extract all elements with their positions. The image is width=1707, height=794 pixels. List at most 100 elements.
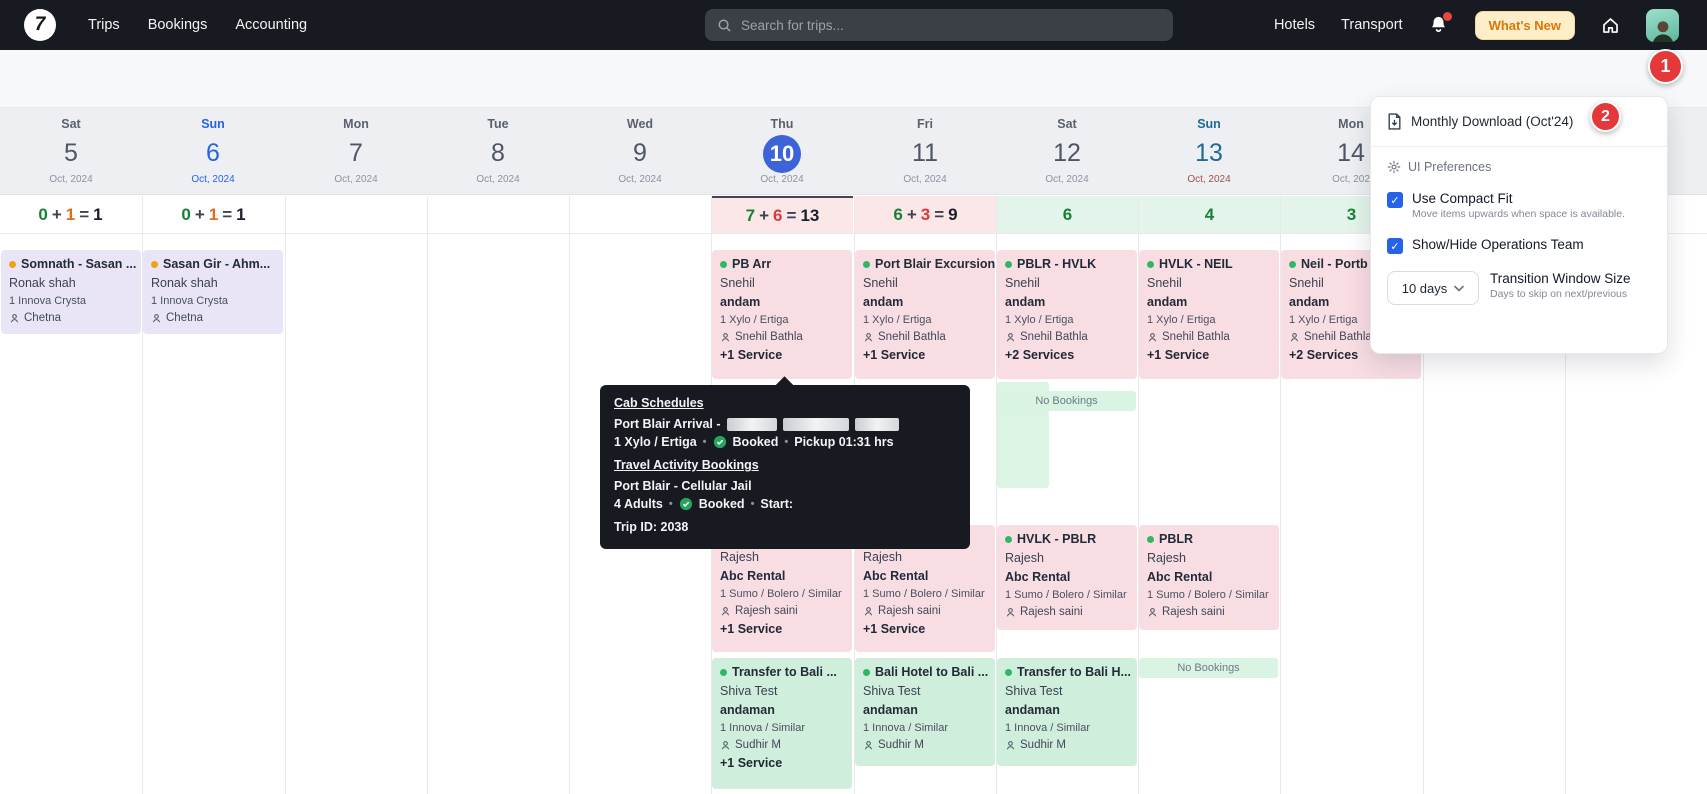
count-sun6: 0 +1 = 1 [181, 204, 246, 224]
operator-name: Snehil Bathla [1020, 331, 1088, 343]
day-header-mon14[interactable]: Mon 14 Oct, 202 [1332, 117, 1370, 185]
person-icon [9, 313, 20, 324]
booking-title: Port Blair Excursion [875, 257, 995, 271]
count-sat5: 0 +1 = 1 [38, 204, 103, 224]
redacted-text [854, 417, 899, 431]
day-header-sat12[interactable]: Sat 12 Oct, 2024 [1045, 117, 1089, 185]
guest-name: Ronak shah [151, 276, 218, 290]
vehicle: 1 Innova Crysta [9, 295, 87, 307]
grid-line [427, 196, 428, 794]
day-header-wed9[interactable]: Wed 9 Oct, 2024 [618, 117, 662, 185]
grid-line [1565, 196, 1566, 794]
nav-hotels[interactable]: Hotels [1273, 17, 1316, 33]
booking-card-thu10-r3[interactable]: Transfer to Bali ... Shiva Test andaman … [712, 658, 852, 789]
day-header-mon7[interactable]: Mon 7 Oct, 2024 [334, 117, 378, 185]
status-dot-green [1005, 260, 1012, 268]
annotation-badge-2: 2 [1590, 101, 1621, 132]
day-header-sat5[interactable]: Sat 5 Oct, 2024 [49, 117, 93, 185]
extra-services[interactable]: +2 Services [1005, 348, 1075, 362]
redacted-text [726, 417, 777, 431]
vehicle: 1 Xylo / Ertiga [1147, 314, 1216, 326]
person-icon [1147, 607, 1158, 618]
trip-name: andam [1147, 295, 1188, 309]
person-icon [1005, 740, 1016, 751]
vehicle: 1 Xylo / Ertiga [1289, 314, 1358, 326]
booking-card-sun13-r2[interactable]: PBLR Rajesh Abc Rental 1 Sumo / Bolero /… [1139, 525, 1279, 630]
operator-name: Rajesh saini [735, 605, 798, 617]
today-circle[interactable]: 10 [763, 135, 801, 173]
booking-title: Bali Hotel to Bali ... [875, 665, 989, 679]
activity-start: Start: [760, 497, 794, 511]
day-header-sun6[interactable]: Sun 6 Oct, 2024 [191, 117, 235, 185]
booking-card-thu10-r1[interactable]: PB Arr Snehil andam 1 Xylo / Ertiga Sneh… [712, 250, 852, 379]
day-header-thu10-today[interactable]: Thu 10 Oct, 2024 [760, 117, 804, 185]
status-dot-green [1289, 260, 1296, 268]
guest-name: Snehil [1147, 276, 1182, 290]
vehicle: 1 Xylo / Ertiga [863, 314, 932, 326]
nav-trips[interactable]: Trips [88, 17, 120, 33]
status-dot-green [720, 260, 727, 268]
main-nav: Trips Bookings Accounting [88, 0, 307, 50]
menu-divider [1371, 146, 1667, 147]
home-icon[interactable] [1601, 16, 1620, 35]
trip-name: andaman [1005, 703, 1060, 717]
guest-name: Shiva Test [720, 684, 778, 698]
extra-services[interactable]: +2 Services [1289, 348, 1359, 362]
redacted-text [782, 417, 849, 431]
day-header-tue8[interactable]: Tue 8 Oct, 2024 [476, 117, 520, 185]
extra-services[interactable]: +1 Service [1147, 348, 1210, 362]
transition-window-select[interactable]: 10 days [1387, 271, 1479, 305]
day-header-fri11[interactable]: Fri 11 Oct, 2024 [903, 117, 947, 185]
guest-name: Snehil [863, 276, 898, 290]
operations-team-option[interactable]: ✓ Show/Hide Operations Team [1387, 237, 1651, 254]
booking-card-sun13-r1[interactable]: HVLK - NEIL Snehil andam 1 Xylo / Ertiga… [1139, 250, 1279, 379]
person-icon [720, 606, 731, 617]
nav-transport[interactable]: Transport [1341, 17, 1403, 33]
grid-line [996, 196, 997, 794]
vehicle: 1 Innova / Similar [863, 722, 948, 734]
trip-name: Abc Rental [1147, 570, 1213, 584]
logo[interactable]: 7 [24, 9, 56, 41]
nav-bookings[interactable]: Bookings [147, 17, 208, 33]
booking-card-fri11-r3[interactable]: Bali Hotel to Bali ... Shiva Test andama… [855, 658, 995, 766]
vehicle: 1 Innova / Similar [720, 722, 805, 734]
booking-card-sat12-r2[interactable]: HVLK - PBLR Rajesh Abc Rental 1 Sumo / B… [997, 525, 1137, 630]
annotation-badge-1: 1 [1648, 49, 1683, 84]
notification-dot [1442, 12, 1452, 21]
extra-services[interactable]: +1 Service [863, 348, 926, 362]
trip-name: andaman [720, 703, 775, 717]
cab-status: Booked [732, 435, 779, 449]
trip-name: Abc Rental [1005, 570, 1071, 584]
day-header-sun13[interactable]: Sun 13 Oct, 2024 [1187, 117, 1231, 185]
booking-title: Transfer to Bali H... [1017, 665, 1131, 679]
extra-services[interactable]: +1 Service [863, 622, 926, 636]
booking-card-sat12-r1[interactable]: PBLR - HVLK Snehil andam 1 Xylo / Ertiga… [997, 250, 1137, 379]
booking-card-sat12-r3[interactable]: Transfer to Bali H... Shiva Test andaman… [997, 658, 1137, 766]
extra-services[interactable]: +1 Service [720, 348, 783, 362]
top-navbar: 7 Trips Bookings Accounting Search for t… [0, 0, 1707, 50]
checkbox-checked[interactable]: ✓ [1387, 192, 1403, 208]
whats-new-button[interactable]: What's New [1474, 10, 1575, 40]
count-thu10: 7 +6 = 13 [712, 196, 853, 233]
booking-card-sat5[interactable]: Somnath - Sasan ... Ronak shah 1 Innova … [1, 250, 141, 334]
notifications-bell-button[interactable] [1429, 12, 1452, 35]
tooltip-section-activity: Travel Activity Bookings [614, 458, 759, 472]
operator-name: Chetna [24, 312, 62, 324]
extra-services[interactable]: +1 Service [720, 756, 783, 770]
person-icon [1005, 332, 1016, 343]
booking-card-sun6[interactable]: Sasan Gir - Ahm... Ronak shah 1 Innova C… [143, 250, 283, 334]
operator-name: Snehil Bathla [878, 331, 946, 343]
user-avatar[interactable] [1646, 8, 1679, 42]
vehicle: 1 Sumo / Bolero / Similar [1005, 589, 1127, 601]
trip-search-input[interactable]: Search for trips... [705, 9, 1173, 41]
compact-fit-option[interactable]: ✓ Use Compact Fit Move items upwards whe… [1387, 191, 1651, 220]
checkbox-checked[interactable]: ✓ [1387, 238, 1403, 254]
booking-card-fri11-r1[interactable]: Port Blair Excursion Snehil andam 1 Xylo… [855, 250, 995, 379]
operator-name: Rajesh saini [1020, 606, 1083, 618]
monthly-download-item[interactable]: Monthly Download (Oct'24) [1387, 110, 1651, 132]
nav-accounting[interactable]: Accounting [235, 17, 308, 33]
extra-services[interactable]: +1 Service [720, 622, 783, 636]
vehicle: 1 Sumo / Bolero / Similar [720, 588, 842, 600]
status-dot-green [720, 668, 727, 676]
person-icon [720, 740, 731, 751]
